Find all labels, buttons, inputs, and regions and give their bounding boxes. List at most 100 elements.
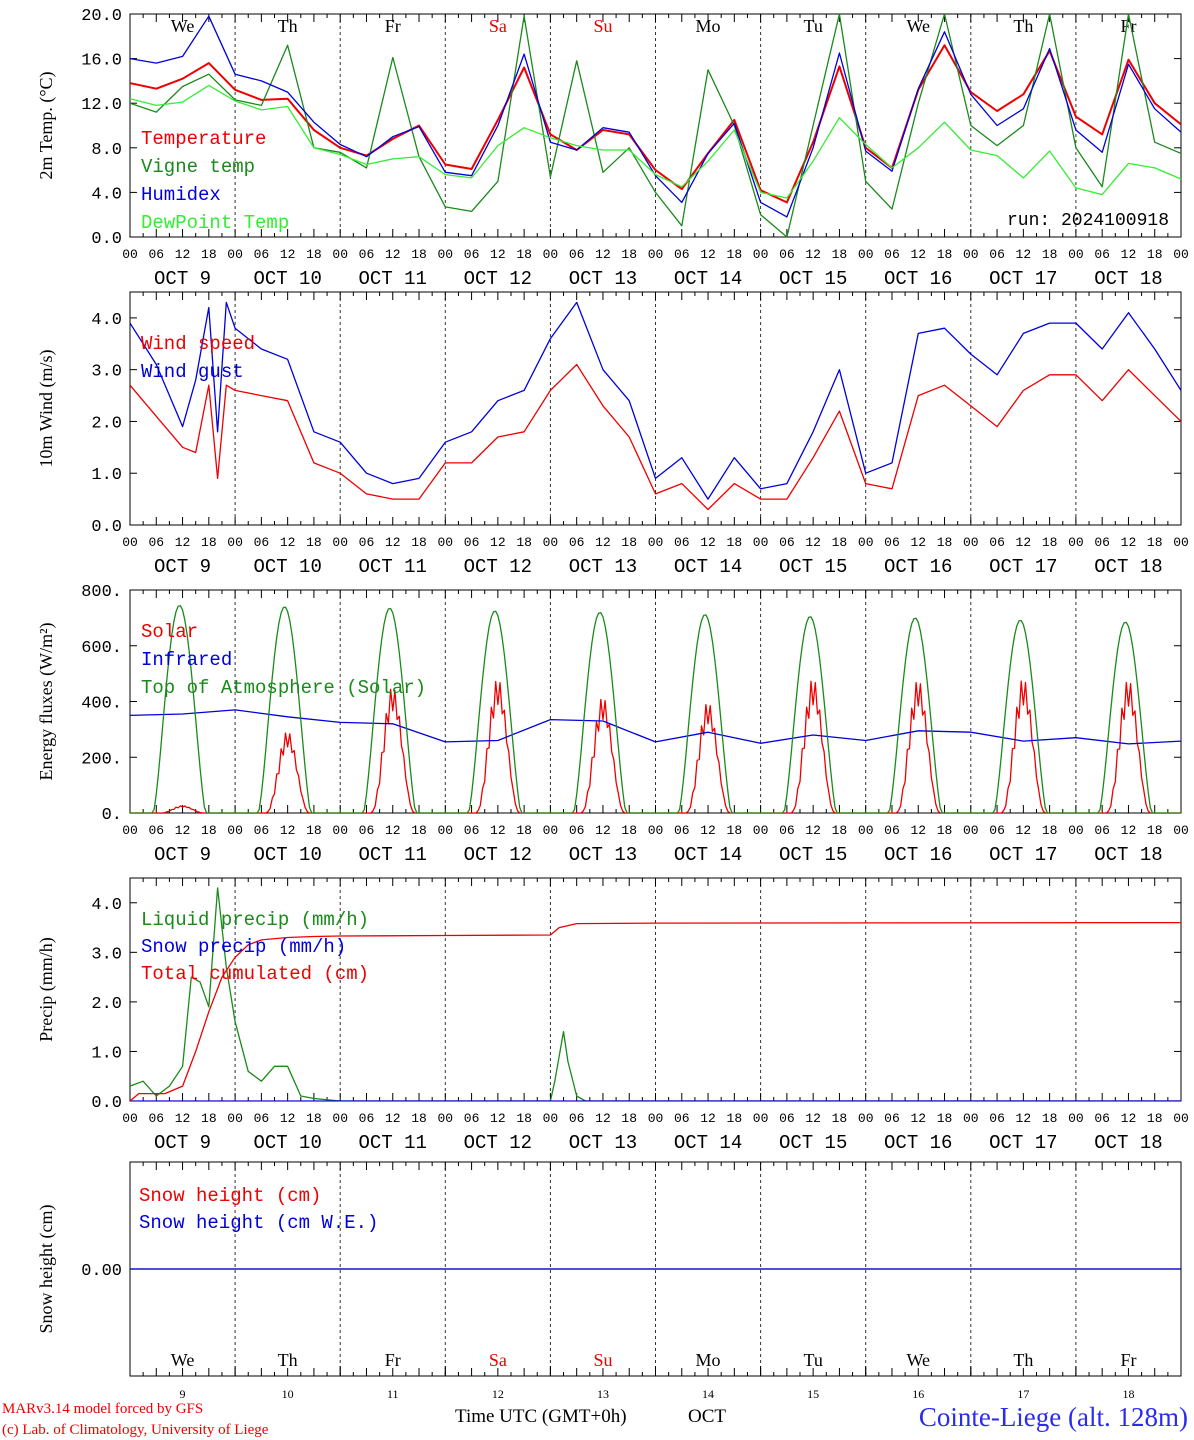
hour-tick-label: 06 <box>359 1111 375 1126</box>
hour-tick-label: 00 <box>227 247 243 262</box>
hour-tick-label: 12 <box>805 823 821 838</box>
hour-tick-label: 12 <box>280 247 296 262</box>
y-tick-label: 0.0 <box>91 518 122 537</box>
hour-tick-label: 06 <box>1094 247 1110 262</box>
hour-tick-label: 18 <box>727 247 743 262</box>
hour-tick-label: 00 <box>227 1111 243 1126</box>
y-tick-label: 0.0 <box>91 1094 122 1113</box>
hour-tick-label: 00 <box>122 247 138 262</box>
hour-tick-label: 00 <box>858 535 874 550</box>
weekday-label: Mo <box>696 1350 721 1370</box>
legend-entry: Solar <box>141 621 198 643</box>
y-tick-label: 0.0 <box>91 230 122 249</box>
hour-tick-label: 00 <box>332 1111 348 1126</box>
hour-tick-label: 06 <box>148 823 164 838</box>
hour-tick-label: 06 <box>1094 1111 1110 1126</box>
day-number-label: 18 <box>1122 1387 1134 1401</box>
hour-tick-label: 00 <box>1173 1111 1189 1126</box>
y-tick-label: 200. <box>81 750 122 769</box>
panel-5: 0.00 Snow height (cm) We 9 Th 10 Fr 11 Sa 12 Su 13 M… <box>36 1161 1182 1401</box>
hour-tick-label: 00 <box>753 535 769 550</box>
hour-tick-label: 00 <box>648 535 664 550</box>
hour-tick-label: 00 <box>227 823 243 838</box>
hour-tick-label: 12 <box>175 535 191 550</box>
hour-tick-label: 06 <box>148 247 164 262</box>
y-tick-label: 600. <box>81 639 122 658</box>
hour-tick-label: 18 <box>201 247 217 262</box>
hour-tick-label: 12 <box>385 535 401 550</box>
model-credit: MARv3.14 model forced by GFS <box>2 1401 203 1417</box>
weekday-label: Fr <box>385 1350 401 1370</box>
hour-tick-label: 18 <box>411 823 427 838</box>
hour-tick-label: 06 <box>569 535 585 550</box>
date-label: OCT 17 <box>989 844 1057 866</box>
date-label: OCT 12 <box>464 268 532 290</box>
panels-layer: 0.0 4.0 8.0 12.0 16.0 20.0 2m Temp. (°C) 00 06 12… <box>36 7 1189 1401</box>
weekday-label: Tu <box>803 1350 822 1370</box>
date-label: OCT 16 <box>884 1132 952 1154</box>
hour-tick-label: 18 <box>832 535 848 550</box>
hour-tick-label: 00 <box>437 535 453 550</box>
hour-tick-label: 06 <box>464 823 480 838</box>
weekday-label: Sa <box>489 16 507 36</box>
hour-tick-label: 18 <box>1042 1111 1058 1126</box>
hour-tick-label: 00 <box>753 1111 769 1126</box>
date-label: OCT 9 <box>154 844 211 866</box>
plot-area <box>130 605 1181 813</box>
hour-tick-label: 12 <box>280 1111 296 1126</box>
date-label: OCT 18 <box>1094 268 1162 290</box>
hour-tick-label: 00 <box>437 823 453 838</box>
hour-tick-label: 18 <box>1042 535 1058 550</box>
day-number-label: 9 <box>180 1387 186 1401</box>
hour-tick-label: 12 <box>910 535 926 550</box>
day-number-label: 13 <box>597 1387 609 1401</box>
hour-tick-label: 18 <box>937 535 953 550</box>
hour-tick-label: 18 <box>832 1111 848 1126</box>
hour-tick-label: 00 <box>858 823 874 838</box>
hour-tick-label: 12 <box>1121 1111 1137 1126</box>
weekday-label: We <box>906 16 930 36</box>
date-label: OCT 10 <box>253 1132 321 1154</box>
panel-4: 0.0 1.0 2.0 3.0 4.0 Precip (mm/h) 00 06 12 18 OCT … <box>36 877 1189 1154</box>
hour-tick-label: 06 <box>674 823 690 838</box>
hour-tick-label: 00 <box>648 823 664 838</box>
y-tick-label: 4.0 <box>91 896 122 915</box>
hour-tick-label: 06 <box>569 823 585 838</box>
series-line-total-cumulated-cm- <box>130 921 1181 1101</box>
series-line-temperature <box>130 44 1181 204</box>
hour-tick-label: 18 <box>621 535 637 550</box>
hour-tick-label: 06 <box>989 535 1005 550</box>
hour-tick-label: 18 <box>411 1111 427 1126</box>
date-label: OCT 9 <box>154 556 211 578</box>
hour-tick-label: 12 <box>1016 823 1032 838</box>
hour-tick-label: 06 <box>254 535 270 550</box>
hour-tick-label: 00 <box>963 1111 979 1126</box>
hour-tick-label: 12 <box>595 1111 611 1126</box>
hour-tick-label: 18 <box>727 823 743 838</box>
series-line-infrared <box>130 709 1181 745</box>
hour-tick-label: 12 <box>385 823 401 838</box>
y-tick-label: 8.0 <box>91 141 122 160</box>
date-label: OCT 15 <box>779 844 847 866</box>
hour-tick-label: 18 <box>306 823 322 838</box>
date-label: OCT 17 <box>989 556 1057 578</box>
y-tick-label: 12.0 <box>81 96 122 115</box>
hour-tick-label: 18 <box>516 535 532 550</box>
y-tick-label: 2.0 <box>91 995 122 1014</box>
y-tick-label: 800. <box>81 583 122 602</box>
series-line-wind-gust <box>130 301 1181 500</box>
hour-tick-label: 18 <box>937 1111 953 1126</box>
hour-tick-label: 06 <box>884 535 900 550</box>
plot-area <box>130 887 1181 1101</box>
y-tick-label: 1.0 <box>91 466 122 485</box>
hour-tick-label: 18 <box>621 823 637 838</box>
y-tick-label: 400. <box>81 695 122 714</box>
hour-tick-label: 00 <box>963 247 979 262</box>
hour-tick-label: 18 <box>1147 247 1163 262</box>
hour-tick-label: 12 <box>700 823 716 838</box>
date-label: OCT 15 <box>779 268 847 290</box>
hour-tick-label: 00 <box>1068 535 1084 550</box>
date-label: OCT 16 <box>884 268 952 290</box>
hour-tick-label: 12 <box>805 535 821 550</box>
date-label: OCT 17 <box>989 1132 1057 1154</box>
